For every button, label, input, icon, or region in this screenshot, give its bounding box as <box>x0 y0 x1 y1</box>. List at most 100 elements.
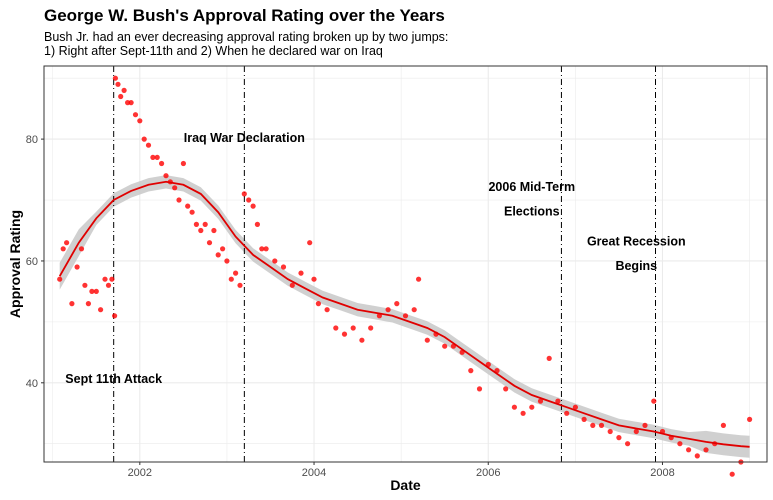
data-point <box>112 75 118 81</box>
data-point <box>280 264 287 270</box>
data-point <box>206 240 213 246</box>
data-point <box>341 331 348 337</box>
data-points <box>57 75 753 477</box>
data-point <box>118 93 124 100</box>
data-point <box>132 112 139 118</box>
data-point <box>109 276 115 282</box>
data-point <box>729 471 735 477</box>
data-point <box>64 240 70 246</box>
data-point <box>607 428 613 435</box>
data-point <box>176 197 182 203</box>
data-point <box>537 398 544 404</box>
y-axis-title: Approval Rating <box>7 210 23 318</box>
trend-line-layer <box>58 180 750 448</box>
data-point <box>263 246 269 252</box>
data-point <box>598 422 605 428</box>
data-point <box>211 227 217 234</box>
x-tick-label: 2008 <box>650 467 674 479</box>
data-point <box>246 197 252 203</box>
data-point <box>145 142 152 148</box>
data-point <box>720 422 727 428</box>
x-tick-label: 2006 <box>476 467 500 479</box>
data-point <box>529 404 535 410</box>
annotation-label: Elections <box>504 204 560 218</box>
data-point <box>237 282 243 288</box>
data-point <box>307 240 313 246</box>
data-point <box>172 185 178 191</box>
data-point <box>546 355 552 361</box>
data-point <box>102 276 108 282</box>
data-point <box>359 337 365 343</box>
y-tick-label: 80 <box>26 134 38 146</box>
data-point <box>233 270 239 276</box>
data-point <box>633 428 639 435</box>
chart-title: George W. Bush's Approval Rating over th… <box>44 6 445 25</box>
data-point <box>590 422 596 428</box>
data-point <box>333 325 339 331</box>
grid-lines <box>44 66 767 462</box>
data-point <box>747 416 753 422</box>
trend-line <box>58 180 750 448</box>
data-point <box>564 410 570 416</box>
data-point <box>416 276 422 282</box>
data-point <box>105 282 112 288</box>
data-point <box>442 343 448 349</box>
data-point <box>625 441 631 447</box>
x-tick-label: 2002 <box>128 467 152 479</box>
annotation-label: Sept 11th Attack <box>65 372 162 386</box>
data-point <box>476 386 483 392</box>
data-point <box>180 160 186 167</box>
data-point <box>368 325 374 331</box>
data-point <box>572 404 579 410</box>
data-point <box>185 203 191 209</box>
data-point <box>163 173 169 179</box>
data-point <box>411 307 417 313</box>
data-point <box>150 154 156 160</box>
data-point <box>137 118 143 124</box>
data-point <box>198 227 204 234</box>
panel-border <box>43 65 768 463</box>
data-point <box>703 447 709 453</box>
data-point <box>616 435 622 441</box>
data-point <box>468 368 474 374</box>
data-point <box>93 288 99 294</box>
data-point <box>189 209 195 215</box>
data-point <box>224 258 230 264</box>
annotation-label: 2006 Mid-Term <box>488 180 575 194</box>
data-point <box>677 441 683 447</box>
data-point <box>402 313 409 319</box>
data-point <box>254 221 260 227</box>
y-tick-label: 60 <box>26 256 38 268</box>
data-point <box>128 100 134 106</box>
data-point <box>520 410 526 416</box>
data-point <box>311 276 317 282</box>
data-point <box>250 203 256 209</box>
annotation-label: Iraq War Declaration <box>184 131 305 145</box>
annotation-label: Begins <box>615 259 657 273</box>
y-tick-label: 40 <box>26 378 38 390</box>
data-point <box>159 160 165 167</box>
data-point <box>298 270 304 276</box>
chart-subtitle: Bush Jr. had an ever decreasing approval… <box>44 30 449 58</box>
annotations: Iraq War Declaration 2006 Mid-Term Electio… <box>65 131 685 386</box>
data-point <box>202 221 208 227</box>
data-point <box>289 282 295 288</box>
data-point <box>220 246 226 252</box>
data-point <box>511 404 517 410</box>
data-point <box>89 288 95 294</box>
data-point <box>115 81 121 87</box>
data-point <box>350 325 356 331</box>
data-point <box>215 252 221 258</box>
data-point <box>154 154 160 160</box>
data-point <box>112 313 118 319</box>
data-point <box>642 422 648 428</box>
data-point <box>121 87 127 93</box>
data-point <box>74 264 80 270</box>
data-point <box>694 453 700 459</box>
data-point <box>141 136 147 142</box>
data-point <box>555 398 561 404</box>
data-point <box>241 191 247 197</box>
data-point <box>98 307 104 313</box>
axes: 2002 2004 2006 2008 40 60 80 Date Approval Ratin… <box>7 134 675 493</box>
